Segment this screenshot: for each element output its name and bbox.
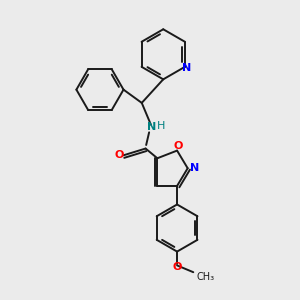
Text: O: O	[114, 150, 124, 160]
Text: O: O	[174, 141, 183, 151]
Text: H: H	[157, 121, 165, 130]
Text: CH₃: CH₃	[196, 272, 214, 282]
Text: N: N	[182, 63, 192, 73]
Text: N: N	[190, 163, 199, 173]
Text: O: O	[172, 262, 182, 272]
Text: N: N	[147, 122, 156, 132]
